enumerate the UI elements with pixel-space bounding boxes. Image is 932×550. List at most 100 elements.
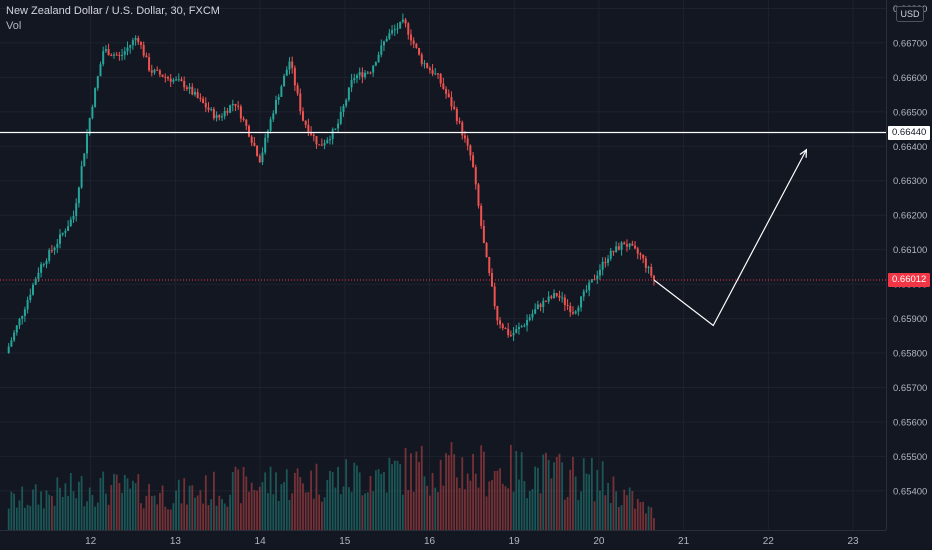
candle-body [131, 40, 134, 46]
candle-body [517, 327, 520, 330]
candle-body [229, 105, 232, 113]
volume-bar [350, 491, 353, 530]
candle-body [283, 75, 286, 87]
last-price-tag: 0.66012 [888, 272, 931, 287]
volume-bar [407, 490, 410, 530]
candle-body [142, 44, 145, 56]
volume-bar [650, 507, 653, 530]
candle-body [547, 296, 550, 302]
volume-bar [77, 481, 80, 530]
candle-body [401, 19, 404, 22]
volume-bar [142, 508, 145, 530]
candle-body [261, 152, 264, 163]
candle-body [183, 80, 186, 88]
candle-body [304, 120, 307, 125]
candle-body [415, 43, 418, 48]
candle-body [366, 72, 369, 74]
volume-bar [283, 481, 285, 530]
volume-bar [118, 483, 121, 530]
volume-bar [482, 451, 485, 530]
candle-body [447, 93, 450, 98]
volume-bar [248, 491, 250, 530]
candle-body [512, 333, 515, 336]
volume-bar [123, 474, 126, 530]
candle-body [315, 136, 318, 145]
volume-bar [310, 470, 312, 530]
candle-body [482, 225, 485, 244]
candle-body [18, 318, 21, 326]
candle-body [391, 30, 394, 34]
projection-path[interactable] [653, 149, 807, 327]
candle-body [531, 313, 534, 318]
volume-bar [461, 457, 464, 530]
volume-bar [212, 471, 215, 530]
volume-bar [172, 503, 175, 530]
candle-body [520, 326, 523, 328]
volume-bar [623, 489, 626, 530]
candle-body [21, 315, 24, 319]
candle-body [388, 33, 391, 39]
volume-bar [547, 459, 550, 530]
candle-body [69, 219, 72, 227]
volume-bar [45, 490, 48, 530]
volume-bar [329, 470, 331, 530]
volume-bar [15, 507, 18, 530]
candle-body [434, 73, 437, 75]
chart-drawings[interactable] [0, 131, 886, 327]
volume-bar [396, 460, 399, 530]
volume-bar [453, 454, 456, 530]
volume-bar [550, 478, 553, 530]
candle-body [15, 325, 18, 333]
price-tick-label: 0.66700 [893, 38, 927, 49]
volume-bar [426, 485, 429, 530]
candle-body [631, 243, 634, 246]
candle-body [191, 86, 194, 95]
candle-body [455, 108, 458, 122]
candle-body [77, 187, 80, 204]
volume-bar [361, 495, 364, 530]
candle-body [652, 275, 655, 280]
volume-bar [202, 503, 204, 530]
volume-bar [599, 490, 601, 530]
projection-arrow-head [799, 148, 808, 158]
candle-body [582, 291, 585, 297]
volume-bar [415, 451, 418, 530]
chart-legend: New Zealand Dollar / U.S. Dollar, 30, FX… [6, 4, 220, 34]
time-axis-pane[interactable] [0, 530, 932, 550]
candle-body [48, 250, 51, 261]
candle-body [445, 88, 448, 94]
time-tick-label: 16 [424, 536, 436, 547]
candle-body [215, 115, 218, 119]
candle-body [247, 125, 250, 137]
candle-body [129, 45, 132, 48]
candle-body [342, 105, 345, 112]
currency-button[interactable]: USD [896, 6, 924, 22]
candle-body [642, 254, 645, 259]
volume-bar [385, 492, 388, 530]
time-tick-label: 12 [85, 536, 97, 547]
candle-body [312, 134, 315, 137]
volume-bar [526, 498, 528, 530]
volume-bar [261, 482, 264, 530]
volume-bar [469, 480, 472, 530]
volume-bar [59, 487, 61, 530]
candle-body [299, 93, 302, 112]
volume-bar [366, 492, 369, 530]
candle-body [509, 335, 512, 337]
volume-bar [231, 472, 234, 530]
candle-body [169, 78, 172, 82]
volume-bar [523, 481, 526, 530]
volume-bar [264, 472, 267, 530]
volume-indicator-label[interactable]: Vol [6, 20, 22, 32]
volume-bar [156, 504, 159, 530]
volume-bar [499, 468, 501, 530]
candle-body [523, 325, 526, 327]
volume-bar [466, 473, 469, 530]
candle-body [85, 134, 88, 154]
volume-bar [291, 493, 294, 530]
candle-body [94, 88, 97, 107]
candle-body [507, 328, 510, 336]
candle-body [115, 54, 118, 56]
candle-body [466, 138, 469, 146]
